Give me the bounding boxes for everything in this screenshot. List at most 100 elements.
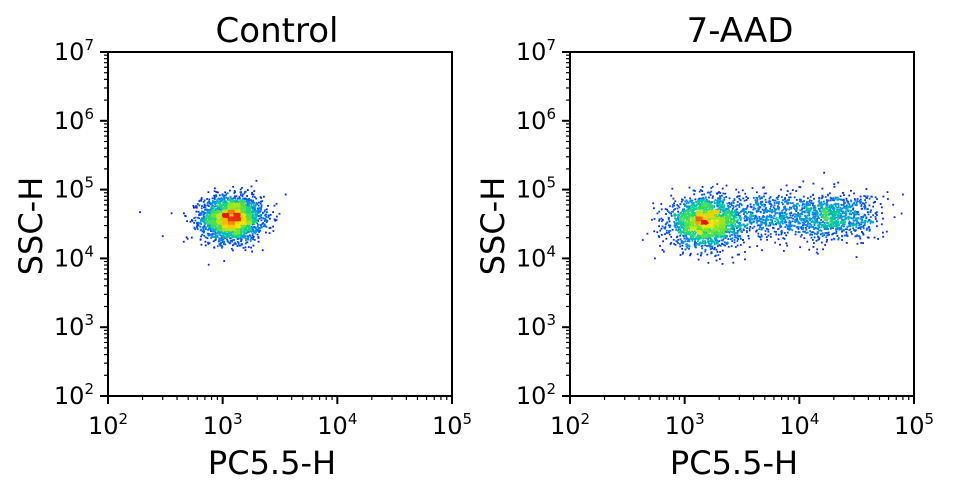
event-point — [221, 246, 223, 249]
event-point — [816, 252, 819, 255]
event-point — [245, 209, 248, 212]
event-point — [761, 228, 763, 231]
event-point — [243, 210, 246, 213]
event-point — [736, 196, 738, 198]
event-point — [786, 225, 789, 228]
event-point — [766, 209, 769, 212]
event-point — [770, 221, 773, 224]
event-point — [244, 218, 247, 221]
event-point — [853, 210, 856, 213]
event-point — [843, 222, 846, 225]
event-point — [226, 214, 228, 216]
event-point — [736, 234, 739, 237]
event-point — [819, 207, 822, 210]
event-point — [833, 222, 835, 225]
event-point — [784, 205, 786, 208]
event-point — [809, 202, 812, 204]
event-point — [675, 224, 678, 226]
event-point — [835, 230, 838, 233]
y-axis-label: SSC-H — [12, 177, 50, 276]
event-point — [250, 185, 253, 188]
event-point — [232, 215, 235, 217]
event-point — [737, 191, 740, 194]
event-point — [210, 212, 212, 214]
event-point — [669, 205, 671, 208]
event-point — [781, 201, 783, 204]
event-point — [852, 227, 855, 230]
event-point — [230, 209, 233, 212]
event-point — [227, 215, 229, 218]
event-point — [721, 203, 724, 206]
event-point — [789, 221, 792, 223]
event-point — [711, 197, 714, 199]
event-point — [686, 246, 689, 249]
event-point — [221, 245, 224, 248]
event-point — [812, 239, 814, 241]
event-point — [186, 220, 188, 223]
event-point — [215, 217, 217, 220]
event-point — [222, 238, 225, 241]
event-point — [669, 212, 671, 214]
event-point — [814, 219, 817, 221]
event-point — [241, 210, 244, 212]
event-point — [736, 225, 739, 228]
event-point — [203, 216, 205, 218]
event-point — [672, 210, 674, 213]
event-point — [218, 201, 220, 203]
event-point — [831, 204, 834, 207]
event-point — [795, 208, 798, 211]
event-point — [698, 190, 701, 193]
event-point — [740, 224, 743, 226]
event-point — [856, 212, 859, 215]
event-point — [218, 214, 221, 217]
event-point — [209, 213, 212, 216]
event-point — [241, 207, 244, 210]
event-point — [224, 205, 226, 207]
event-point — [701, 201, 703, 203]
event-point — [786, 199, 789, 201]
event-point — [227, 216, 230, 219]
event-point — [218, 198, 221, 201]
event-point — [259, 214, 262, 217]
event-point — [812, 213, 815, 216]
event-point — [781, 210, 783, 212]
event-point — [263, 220, 266, 222]
event-point — [260, 208, 262, 211]
event-point — [229, 211, 231, 214]
event-point — [715, 236, 718, 239]
event-point — [737, 214, 740, 217]
event-point — [714, 239, 717, 241]
event-point — [793, 196, 796, 199]
event-point — [849, 213, 851, 216]
event-point — [830, 227, 832, 230]
event-point — [865, 229, 868, 231]
event-point — [868, 197, 871, 200]
event-point — [229, 240, 232, 242]
event-point — [829, 208, 831, 211]
event-point — [709, 248, 712, 251]
event-point — [753, 225, 756, 228]
event-point — [724, 237, 727, 239]
event-point — [829, 196, 832, 199]
event-point — [236, 226, 238, 229]
event-point — [764, 219, 767, 221]
x-tick-label: 105 — [432, 410, 472, 440]
event-point — [757, 210, 760, 213]
event-point — [236, 207, 239, 209]
event-point — [196, 206, 198, 209]
event-point — [831, 205, 834, 208]
event-point — [756, 229, 758, 232]
event-point — [729, 234, 732, 237]
event-point — [781, 220, 784, 223]
event-point — [250, 246, 252, 249]
event-point — [666, 208, 668, 211]
event-point — [200, 198, 203, 200]
event-point — [252, 221, 254, 224]
event-point — [218, 213, 220, 216]
event-point — [863, 203, 866, 205]
event-point — [784, 220, 786, 223]
event-point — [196, 203, 199, 205]
event-point — [723, 204, 726, 206]
